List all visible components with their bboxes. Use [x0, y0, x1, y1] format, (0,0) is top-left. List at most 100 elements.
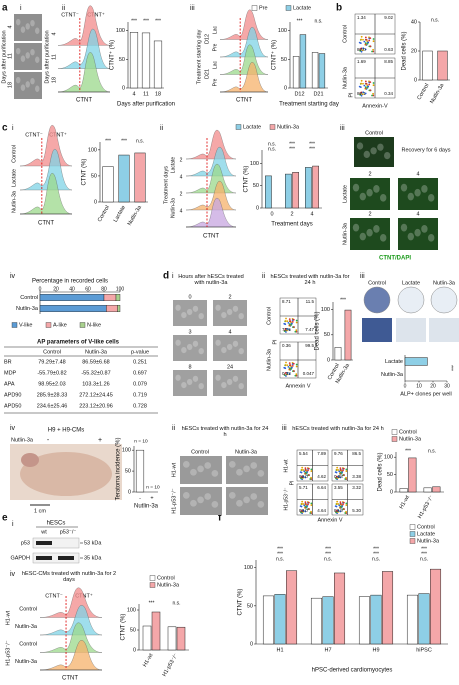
y-tick-label: 100 [122, 448, 131, 454]
legend-swatch [285, 5, 292, 11]
well-image [363, 286, 391, 314]
flow-dot [364, 48, 367, 51]
flow-dot [289, 320, 291, 323]
flow-dot [335, 468, 338, 471]
significance: *** [131, 18, 137, 24]
label: 8 [188, 364, 191, 370]
flow-dot [283, 366, 286, 369]
table-cell: APD50 [4, 403, 21, 409]
flow-dot [360, 91, 363, 94]
label: n = 10 [146, 484, 160, 490]
flow-dot [295, 319, 298, 322]
x-tick-label: hiPSC [416, 647, 432, 653]
significance: *** [121, 138, 127, 144]
flow-dot [304, 505, 307, 508]
flow-dot [308, 508, 310, 510]
flow-dot [302, 509, 305, 512]
legend-swatch [149, 575, 156, 581]
flow-dot [343, 508, 345, 510]
cell-blob [182, 461, 190, 468]
cell-blob [25, 52, 30, 59]
cell-blob [192, 375, 199, 382]
y-tick-label: 100 [127, 607, 136, 613]
flow-dot [284, 364, 287, 366]
cell-blob [175, 339, 181, 346]
quadrant-value: 4.62 [317, 474, 326, 479]
cell-blob [221, 346, 227, 354]
bar [285, 173, 292, 209]
flow-dot [286, 364, 289, 367]
flow-dot [364, 36, 367, 39]
histogram-peak [19, 149, 73, 191]
cell-blob [373, 185, 380, 193]
flow-dot [339, 503, 342, 505]
cell-blob [198, 383, 204, 390]
label: - [47, 437, 50, 444]
micrograph [350, 178, 390, 210]
x-tick-label: H1-p53⁻/⁻ [417, 495, 435, 520]
cell-blob [257, 501, 265, 508]
bar [142, 625, 152, 651]
panel-title: Hours after hESCs treated with nutlin-3a [178, 274, 244, 287]
label: CTNT [62, 676, 78, 682]
cell-blob [356, 142, 364, 150]
bar [334, 572, 346, 645]
label: Control [365, 130, 383, 136]
flow-dot [336, 509, 338, 512]
cell-blob [15, 18, 21, 26]
y-axis-label: CTNT⁺ (%) [271, 40, 278, 70]
micrograph [226, 487, 268, 515]
cell-blob [226, 343, 233, 351]
chart-title: Percentage in recorded cells [32, 279, 108, 285]
flow-dot [292, 326, 295, 328]
flow-dot [361, 49, 364, 52]
flow-dot [372, 40, 375, 43]
label: CTNT⁻ [45, 593, 63, 599]
cell-blob [197, 496, 204, 504]
label: D21 [204, 69, 210, 79]
label: iii [282, 425, 287, 432]
label: H1-wt [171, 462, 177, 477]
quadrant-value: 3.55 [334, 485, 343, 490]
label: CTNT [203, 234, 219, 240]
significance: n.s. [268, 146, 276, 152]
label: Control [342, 25, 348, 43]
teratoma [21, 453, 39, 467]
histogram-peak [185, 146, 237, 177]
label: Lac [212, 60, 218, 69]
significance: *** [309, 141, 315, 147]
mouse-body [20, 452, 112, 496]
flow-dot [372, 38, 375, 40]
quadrant-value: 83.0 [299, 508, 308, 513]
cell-blob [414, 228, 421, 237]
significance: *** [143, 18, 149, 24]
micrograph [226, 456, 268, 484]
flow-dot [336, 475, 338, 478]
flow-dot [368, 39, 371, 42]
cell-blob [20, 55, 26, 62]
flow-dot [310, 504, 313, 506]
quadrant-value: 0.34 [384, 91, 393, 96]
x-tick-label: H1 [276, 647, 283, 653]
y-tick-label: 100 [250, 161, 259, 167]
label: Control [19, 606, 37, 612]
x-tick-label: 2 [290, 211, 293, 217]
flow-dot [345, 502, 348, 505]
cell-blob [238, 383, 244, 390]
table-cell: APD90 [4, 392, 21, 398]
label: Lac [212, 25, 218, 34]
flow-dot [366, 42, 369, 45]
y-axis-label: CTNT (%) [82, 159, 88, 186]
significance: n.s. [276, 556, 284, 562]
significance: *** [309, 146, 315, 152]
flow-dot [289, 364, 291, 367]
significance: *** [297, 18, 303, 24]
label: iii [340, 125, 345, 132]
label: H1-wt [283, 459, 289, 473]
legend-label: Control [157, 575, 175, 581]
legend-label: Control [399, 429, 417, 435]
flow-dot [338, 504, 341, 507]
bar [437, 50, 448, 81]
label: CTNT⁻ [25, 132, 43, 138]
label: Lactate [170, 157, 176, 174]
